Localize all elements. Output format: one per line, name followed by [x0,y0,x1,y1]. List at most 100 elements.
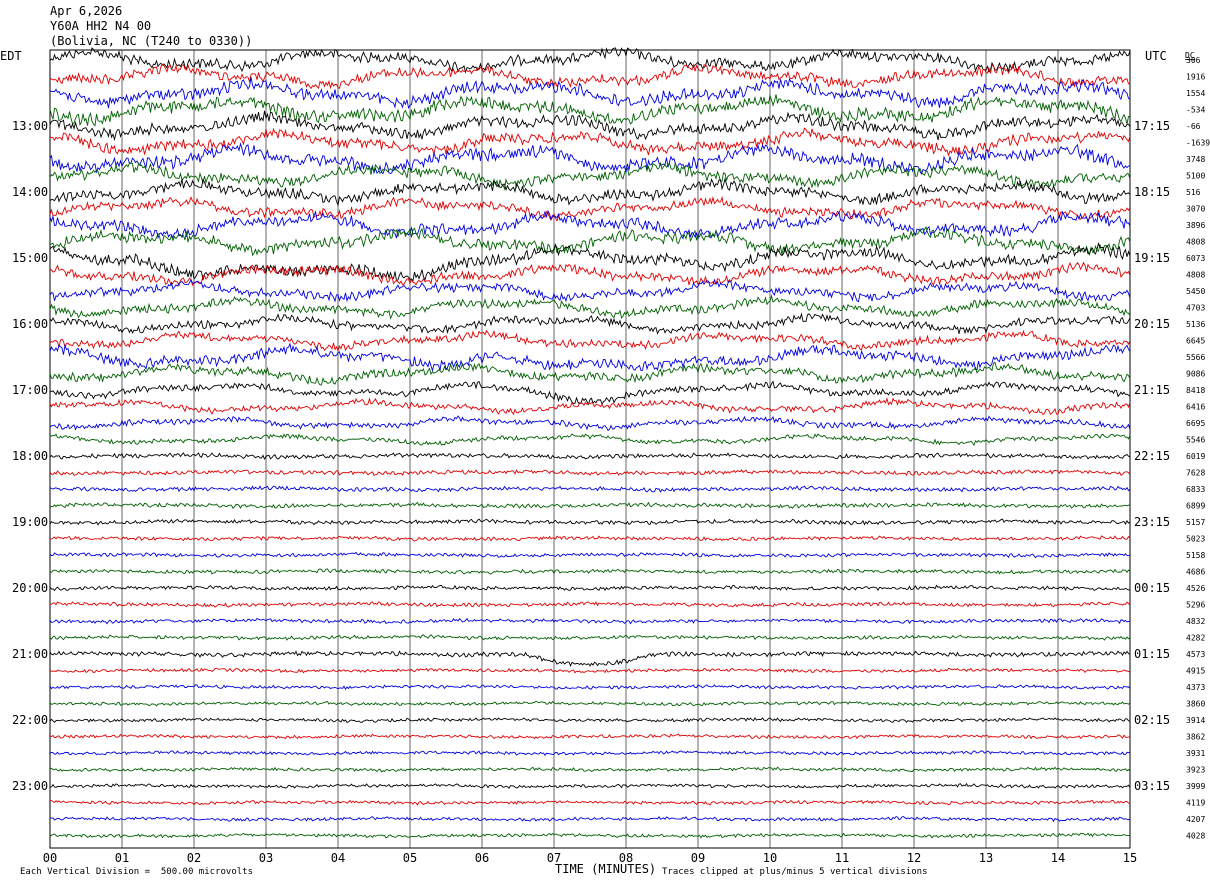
edt-hour-label: 13:00 [12,119,48,133]
dc-offset-label: 6695 [1186,419,1205,428]
dc-offset-label: 5157 [1186,518,1205,527]
trace-line-9 [49,195,1131,222]
trace-line-18 [49,342,1131,373]
edt-hour-label: 22:00 [12,713,48,727]
x-tick-label: 00 [43,851,57,865]
edt-label: EDT [0,49,22,63]
trace-line-23 [49,433,1131,447]
utc-hour-label: 18:15 [1134,185,1170,199]
edt-hour-label: 20:00 [12,581,48,595]
dc-offset-label: 3748 [1186,155,1205,164]
trace-line-35 [49,634,1131,641]
dc-offset-label: 6416 [1186,403,1205,412]
trace-line-8 [49,177,1131,207]
dc-offset-label: 4808 [1186,271,1205,280]
trace-line-40 [49,717,1131,723]
dc-offset-label: 7628 [1186,469,1205,478]
utc-label: UTC [1145,49,1167,63]
trace-line-32 [49,584,1131,592]
dc-offset-label: 5546 [1186,436,1205,445]
trace-line-17 [49,329,1131,353]
trace-line-39 [49,700,1131,707]
trace-line-46 [49,815,1131,823]
utc-hour-label: 01:15 [1134,647,1170,661]
dc-offset-label: 5100 [1186,172,1205,181]
trace-line-37 [49,667,1131,674]
trace-line-4 [49,110,1131,142]
dc-offset-label: 6073 [1186,254,1205,263]
station-location: (Bolivia, NC (T240 to 0330)) [50,34,253,48]
x-tick-label: 13 [979,851,993,865]
dc-offset-label: 5158 [1186,551,1205,560]
station-code: Y60A HH2 N4 00 [50,19,152,33]
trace-line-34 [49,617,1131,625]
x-tick-label: 06 [475,851,489,865]
dc-offset-label: 4808 [1186,238,1205,247]
trace-line-20 [49,380,1131,406]
dc-offset-label: 5136 [1186,320,1205,329]
plot-frame [49,49,1131,849]
dc-offset-label: -1639 [1186,139,1210,148]
trace-line-11 [49,226,1131,257]
utc-hour-label: 19:15 [1134,251,1170,265]
dc-offset-label: 4832 [1186,617,1205,626]
trace-line-26 [49,485,1131,493]
dc-offset-label: 5296 [1186,601,1205,610]
trace-line-22 [49,415,1131,432]
trace-line-36 [49,650,1131,667]
dc-offset-label: 6019 [1186,452,1205,461]
dc-offset-label: 4703 [1186,304,1205,313]
x-axis-title: TIME (MINUTES) [555,862,657,876]
dc-offset-label: 5023 [1186,535,1205,544]
dc-offset-label: 4573 [1186,650,1205,659]
dc-offset-label: 3862 [1186,733,1205,742]
trace-line-44 [49,782,1131,789]
dc-offset-label: -66 [1186,122,1201,131]
dc-offset-label: 306 [1186,56,1201,65]
trace-line-43 [49,766,1131,773]
trace-line-16 [49,312,1131,335]
trace-line-6 [49,142,1131,175]
utc-hour-label: 23:15 [1134,515,1170,529]
dc-offset-label: 5566 [1186,353,1205,362]
edt-hour-label: 21:00 [12,647,48,661]
x-tick-label: 10 [763,851,777,865]
x-tick-label: 12 [907,851,921,865]
trace-line-10 [49,209,1131,240]
trace-line-47 [49,832,1131,839]
utc-hour-label: 17:15 [1134,119,1170,133]
trace-line-0 [49,47,1131,74]
dc-offset-label: 516 [1186,188,1201,197]
x-tick-label: 05 [403,851,417,865]
trace-line-24 [49,452,1131,460]
edt-hour-label: 23:00 [12,779,48,793]
utc-hour-label: 02:15 [1134,713,1170,727]
x-tick-label: 14 [1051,851,1065,865]
trace-line-45 [49,799,1131,806]
utc-hour-label: 20:15 [1134,317,1170,331]
clip-note: Traces clipped at plus/minus 5 vertical … [662,867,928,877]
trace-line-2 [49,77,1131,110]
dc-label: DC [1185,51,1195,60]
dc-offset-label: 3860 [1186,700,1205,709]
trace-line-15 [49,294,1131,320]
dc-offset-label: 4373 [1186,683,1205,692]
edt-hour-label: 18:00 [12,449,48,463]
dc-offset-label: 3931 [1186,749,1205,758]
dc-offset-label: 4915 [1186,667,1205,676]
trace-line-28 [49,518,1131,526]
x-tick-label: 09 [691,851,705,865]
x-tick-label: 15 [1123,851,1137,865]
trace-line-31 [49,568,1131,575]
dc-offset-label: 5450 [1186,287,1205,296]
trace-line-33 [49,601,1131,608]
x-tick-label: 02 [187,851,201,865]
trace-line-27 [49,501,1131,509]
x-tick-label: 04 [331,851,345,865]
trace-line-21 [49,397,1131,416]
trace-line-5 [49,127,1131,157]
dc-offset-label: 4686 [1186,568,1205,577]
edt-hour-label: 16:00 [12,317,48,331]
dc-offset-label: 6833 [1186,485,1205,494]
